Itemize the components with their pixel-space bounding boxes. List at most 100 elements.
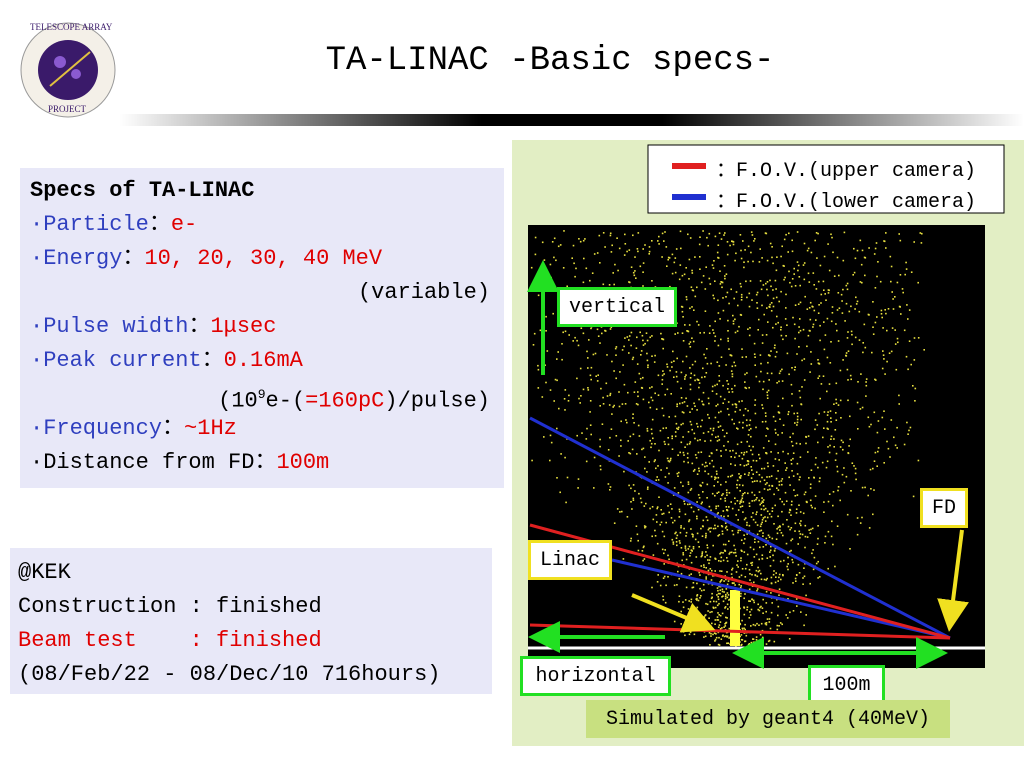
particle-dot: [685, 397, 687, 400]
particle-dot: [589, 411, 591, 413]
particle-dot: [705, 266, 707, 268]
particle-dot: [789, 508, 791, 511]
particle-dot: [706, 465, 708, 467]
particle-dot: [722, 559, 725, 562]
particle-dot: [642, 447, 645, 450]
particle-dot: [836, 256, 839, 259]
particle-dot: [730, 288, 732, 291]
particle-dot: [785, 500, 788, 502]
particle-dot: [785, 542, 788, 545]
particle-dot: [623, 345, 625, 348]
fov-lower-line: [611, 558, 951, 640]
particle-dot: [741, 400, 743, 402]
particle-dot: [651, 280, 653, 282]
particle-dot: [777, 434, 779, 436]
particle-dot: [833, 438, 835, 440]
particle-dot: [718, 375, 720, 377]
particle-dot: [708, 402, 710, 405]
particle-dot: [632, 356, 635, 359]
particle-dot: [830, 341, 832, 343]
particle-dot: [777, 614, 779, 617]
particle-dot: [722, 402, 724, 404]
particle-dot: [655, 467, 657, 470]
particle-dot: [695, 598, 697, 600]
particle-dot: [609, 394, 611, 397]
particle-dot: [763, 479, 766, 481]
particle-dot: [756, 291, 759, 294]
particle-dot: [766, 577, 768, 580]
particle-dot: [831, 236, 833, 239]
legend-swatch-lower: [672, 194, 706, 200]
particle-dot: [694, 538, 697, 541]
particle-dot: [620, 420, 622, 423]
particle-dot: [874, 451, 877, 454]
particle-dot: [781, 623, 783, 626]
particle-dot: [671, 538, 674, 541]
note-text: e-(: [265, 388, 306, 414]
particle-dot: [841, 312, 844, 314]
particle-dot: [687, 233, 689, 236]
particle-dot: [731, 375, 734, 378]
particle-dot: [743, 451, 746, 454]
particle-dot: [684, 634, 686, 637]
particle-dot: [799, 443, 801, 445]
particle-dot: [554, 378, 557, 381]
particle-dot: [698, 497, 701, 499]
particle-dot: [744, 517, 747, 519]
particle-dot: [715, 405, 717, 407]
particle-dot: [740, 574, 743, 577]
particle-dot: [752, 260, 754, 263]
particle-dot: [735, 555, 737, 557]
particle-dot: [606, 395, 609, 397]
particle-dot: [687, 481, 690, 483]
particle-dot: [577, 478, 580, 480]
particle-dot: [760, 362, 762, 365]
particle-dot: [681, 402, 684, 404]
particle-dot: [701, 481, 704, 484]
particle-dot: [712, 267, 715, 269]
particle-dot: [709, 556, 712, 558]
particle-dot: [704, 288, 707, 290]
particle-dot: [631, 358, 634, 361]
particle-dot: [792, 457, 794, 460]
particle-dot: [689, 341, 692, 343]
particle-dot: [556, 427, 558, 430]
particle-dot: [748, 617, 751, 619]
particle-dot: [731, 576, 733, 579]
particle-dot: [762, 598, 764, 601]
particle-dot: [718, 365, 721, 367]
particle-dot: [665, 427, 667, 429]
particle-dot: [832, 543, 834, 546]
particle-dot: [682, 340, 685, 342]
particle-dot: [651, 586, 653, 589]
particle-dot: [612, 272, 614, 274]
particle-dot: [692, 470, 695, 472]
particle-dot: [771, 246, 773, 248]
particle-dot: [818, 480, 821, 483]
particle-dot: [594, 352, 597, 355]
particle-dot: [668, 472, 670, 475]
particle-dot: [726, 529, 729, 531]
particle-dot: [894, 444, 897, 447]
particle-dot: [715, 600, 718, 603]
particle-dot: [676, 472, 679, 475]
particle-dot: [549, 389, 552, 391]
particle-dot: [648, 461, 650, 463]
particle-dot: [761, 636, 764, 639]
particle-dot: [728, 637, 730, 639]
particle-dot: [552, 312, 554, 315]
particle-dot: [804, 491, 807, 493]
particle-dot: [599, 465, 602, 467]
particle-dot: [676, 534, 679, 537]
particle-dot: [708, 562, 710, 565]
particle-dot: [715, 507, 717, 510]
particle-dot: [782, 523, 784, 526]
particle-dot: [641, 550, 644, 552]
particle-dot: [673, 487, 676, 489]
particle-dot: [677, 426, 680, 429]
particle-dot: [734, 403, 737, 405]
particle-dot: [720, 356, 723, 358]
particle-dot: [601, 332, 603, 335]
particle-dot: [642, 339, 644, 342]
particle-dot: [843, 481, 846, 484]
